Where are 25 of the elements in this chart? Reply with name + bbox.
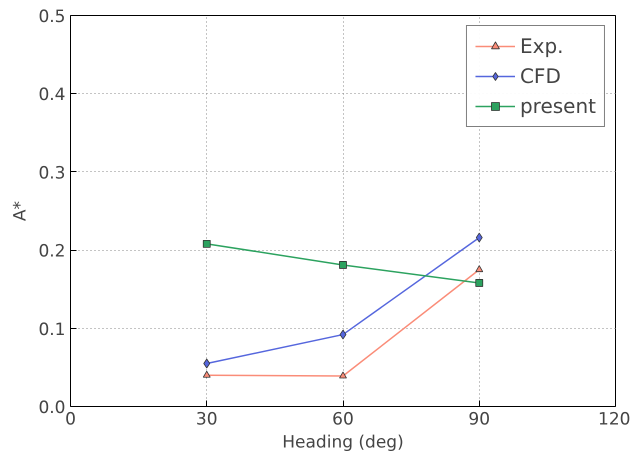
y-tick-label: 0.1 [38, 320, 66, 340]
legend-label: CFD [520, 64, 561, 88]
point [202, 370, 211, 378]
point [475, 279, 484, 287]
point [476, 232, 483, 242]
y-tick-label: 0.4 [38, 85, 66, 106]
y-axis-title: A* [10, 200, 30, 222]
x-axis-title: Heading (deg) [282, 432, 404, 452]
x-tick-label: 120 [598, 410, 631, 430]
point [475, 265, 484, 272]
y-tick-label: 0.2 [38, 242, 66, 262]
point [339, 261, 347, 269]
point [339, 372, 347, 378]
point [340, 330, 346, 340]
y-tick-label: 0.0 [38, 398, 66, 418]
legend-label: present [520, 94, 596, 118]
x-tick-label: 30 [196, 410, 218, 430]
point [203, 358, 210, 368]
x-tick-label: 0 [65, 410, 76, 430]
x-tick-label: 90 [468, 410, 490, 430]
x-tick-label: 60 [332, 410, 354, 430]
point [202, 240, 211, 248]
legend-label: Exp. [520, 34, 564, 58]
y-tick-label: 0.3 [38, 163, 66, 184]
y-tick-label: 0.5 [38, 7, 66, 27]
